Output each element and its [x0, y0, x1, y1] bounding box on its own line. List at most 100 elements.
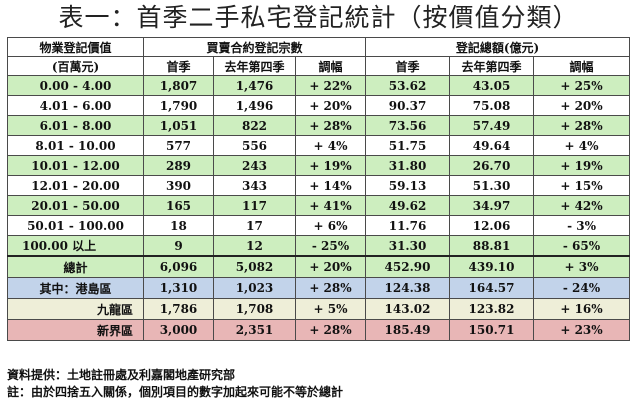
count-q4-cell: 17: [213, 215, 296, 236]
range-cell: 50.01 - 100.00: [7, 215, 144, 236]
region-label: 新界區: [7, 319, 144, 341]
count-change-cell: + 28%: [294, 115, 367, 136]
count-q4-cell: 5,082: [213, 255, 296, 278]
header-amount-change: 調幅: [533, 56, 631, 76]
count-q1-cell: 1,786: [143, 298, 214, 320]
amount-change-cell: - 3%: [533, 215, 631, 236]
amount-q4-cell: 34.97: [449, 195, 535, 216]
count-q1-cell: 165: [143, 195, 214, 216]
amount-q1-cell: 452.90: [365, 255, 451, 278]
count-q4-cell: 343: [213, 175, 296, 196]
count-q4-cell: 1,023: [213, 277, 296, 299]
table-row: 50.01 - 100.00 18 17 + 6% 11.76 12.06 - …: [7, 215, 631, 236]
count-q4-cell: 1,708: [213, 298, 296, 320]
range-cell: 10.01 - 12.00: [7, 155, 144, 176]
total-row: 總計 6,096 5,082 + 20% 452.90 439.10 + 3%: [7, 255, 631, 278]
table-row: 4.01 - 6.00 1,790 1,496 + 20% 90.37 75.0…: [7, 95, 631, 116]
amount-q1-cell: 124.38: [365, 277, 451, 299]
header-amount-q4: 去年第四季: [449, 56, 535, 76]
rounding-note: 註：由於四捨五入關係，個別項目的數字加起來可能不等於總計: [7, 385, 344, 399]
amount-change-cell: + 25%: [533, 75, 631, 96]
count-q1-cell: 1,310: [143, 277, 214, 299]
amount-change-cell: + 16%: [533, 298, 631, 320]
range-cell: 6.01 - 8.00: [7, 115, 144, 136]
count-change-cell: + 28%: [294, 319, 367, 341]
range-cell: 4.01 - 6.00: [7, 95, 144, 116]
count-change-cell: + 14%: [294, 175, 367, 196]
count-change-cell: - 25%: [294, 235, 367, 257]
amount-q4-cell: 57.49: [449, 115, 535, 136]
amount-change-cell: - 24%: [533, 277, 631, 299]
header-value-unit: (百萬元): [7, 56, 144, 76]
count-q1-cell: 9: [143, 235, 214, 257]
table-row: 100.00 以上 9 12 - 25% 31.30 88.81 - 65%: [7, 235, 631, 257]
amount-change-cell: + 3%: [533, 255, 631, 278]
total-label: 總計: [7, 255, 144, 278]
amount-change-cell: + 19%: [533, 155, 631, 176]
count-q1-cell: 1,807: [143, 75, 214, 96]
count-change-cell: + 6%: [294, 215, 367, 236]
count-q1-cell: 577: [143, 135, 214, 156]
amount-change-cell: + 28%: [533, 115, 631, 136]
count-q1-cell: 390: [143, 175, 214, 196]
footnotes: 資料提供：土地註冊處及利嘉閣地產研究部 註：由於四捨五入關係，個別項目的數字加起…: [7, 367, 632, 401]
amount-q4-cell: 439.10: [449, 255, 535, 278]
count-q4-cell: 243: [213, 155, 296, 176]
range-cell: 12.01 - 20.00: [7, 175, 144, 196]
table-row: 0.00 - 4.00 1,807 1,476 + 22% 53.62 43.0…: [7, 75, 631, 96]
table-row: 6.01 - 8.00 1,051 822 + 28% 73.56 57.49 …: [7, 115, 631, 136]
statistics-table: 物業登記價值 買賣合約登記宗數 登記總額(億元) (百萬元) 首季 去年第四季 …: [7, 37, 631, 341]
count-q4-cell: 822: [213, 115, 296, 136]
amount-q4-cell: 51.30: [449, 175, 535, 196]
range-cell: 0.00 - 4.00: [7, 75, 144, 96]
amount-q1-cell: 73.56: [365, 115, 451, 136]
range-cell: 100.00 以上: [7, 235, 144, 257]
count-q4-cell: 556: [213, 135, 296, 156]
amount-q4-cell: 75.08: [449, 95, 535, 116]
amount-q4-cell: 123.82: [449, 298, 535, 320]
amount-q4-cell: 150.71: [449, 319, 535, 341]
amount-q1-cell: 51.75: [365, 135, 451, 156]
amount-q1-cell: 11.76: [365, 215, 451, 236]
range-cell: 20.01 - 50.00: [7, 195, 144, 216]
source-note: 資料提供：土地註冊處及利嘉閣地產研究部: [7, 368, 236, 382]
amount-q4-cell: 43.05: [449, 75, 535, 96]
count-change-cell: + 4%: [294, 135, 367, 156]
amount-q1-cell: 31.30: [365, 235, 451, 257]
amount-q4-cell: 49.64: [449, 135, 535, 156]
amount-q1-cell: 185.49: [365, 319, 451, 341]
count-q1-cell: 18: [143, 215, 214, 236]
count-q1-cell: 1,051: [143, 115, 214, 136]
header-group-amount: 登記總額(億元): [365, 37, 631, 57]
table-row: 8.01 - 10.00 577 556 + 4% 51.75 49.64 + …: [7, 135, 631, 156]
amount-change-cell: + 15%: [533, 175, 631, 196]
region-row: 九龍區 1,786 1,708 + 5% 143.02 123.82 + 16%: [7, 298, 631, 320]
amount-change-cell: + 42%: [533, 195, 631, 216]
header-count-q4: 去年第四季: [213, 56, 296, 76]
count-change-cell: + 19%: [294, 155, 367, 176]
header-count-q1: 首季: [143, 56, 214, 76]
amount-q4-cell: 88.81: [449, 235, 535, 257]
count-change-cell: + 41%: [294, 195, 367, 216]
count-change-cell: + 5%: [294, 298, 367, 320]
table-title: 表一：首季二手私宅登記統計（按價值分類）: [58, 3, 579, 32]
header-count-change: 調幅: [294, 56, 367, 76]
table-row: 12.01 - 20.00 390 343 + 14% 59.13 51.30 …: [7, 175, 631, 196]
count-q4-cell: 12: [213, 235, 296, 257]
region-row: 新界區 3,000 2,351 + 28% 185.49 150.71 + 23…: [7, 319, 631, 341]
header-row-1: 物業登記價值 買賣合約登記宗數 登記總額(億元): [7, 37, 631, 57]
count-change-cell: + 20%: [294, 95, 367, 116]
amount-q4-cell: 164.57: [449, 277, 535, 299]
amount-q1-cell: 53.62: [365, 75, 451, 96]
table-row: 20.01 - 50.00 165 117 + 41% 49.62 34.97 …: [7, 195, 631, 216]
header-group-count: 買賣合約登記宗數: [142, 37, 367, 57]
count-change-cell: + 28%: [294, 277, 367, 299]
header-row-2: (百萬元) 首季 去年第四季 調幅 首季 去年第四季 調幅: [7, 56, 631, 76]
range-cell: 8.01 - 10.00: [7, 135, 144, 156]
count-q4-cell: 1,496: [213, 95, 296, 116]
count-change-cell: + 22%: [294, 75, 367, 96]
amount-q1-cell: 59.13: [365, 175, 451, 196]
count-change-cell: + 20%: [294, 255, 367, 278]
count-q1-cell: 289: [143, 155, 214, 176]
region-label: 九龍區: [7, 298, 144, 320]
